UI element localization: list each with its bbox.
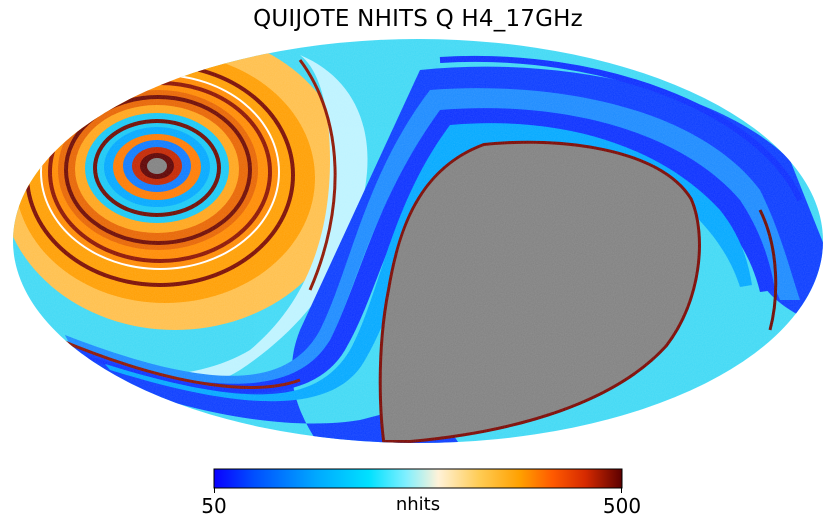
colorbar-unit-label: nhits [395,494,441,515]
colorbar-max-label: 500 [602,494,642,518]
colorbar [213,468,623,489]
map-field [13,39,823,443]
colorbar-min-label: 50 [201,494,227,518]
colorbar-tick-min [214,487,215,493]
colorbar-tick-max [621,487,622,493]
map-title: QUIJOTE NHITS Q H4_17GHz [253,6,583,32]
